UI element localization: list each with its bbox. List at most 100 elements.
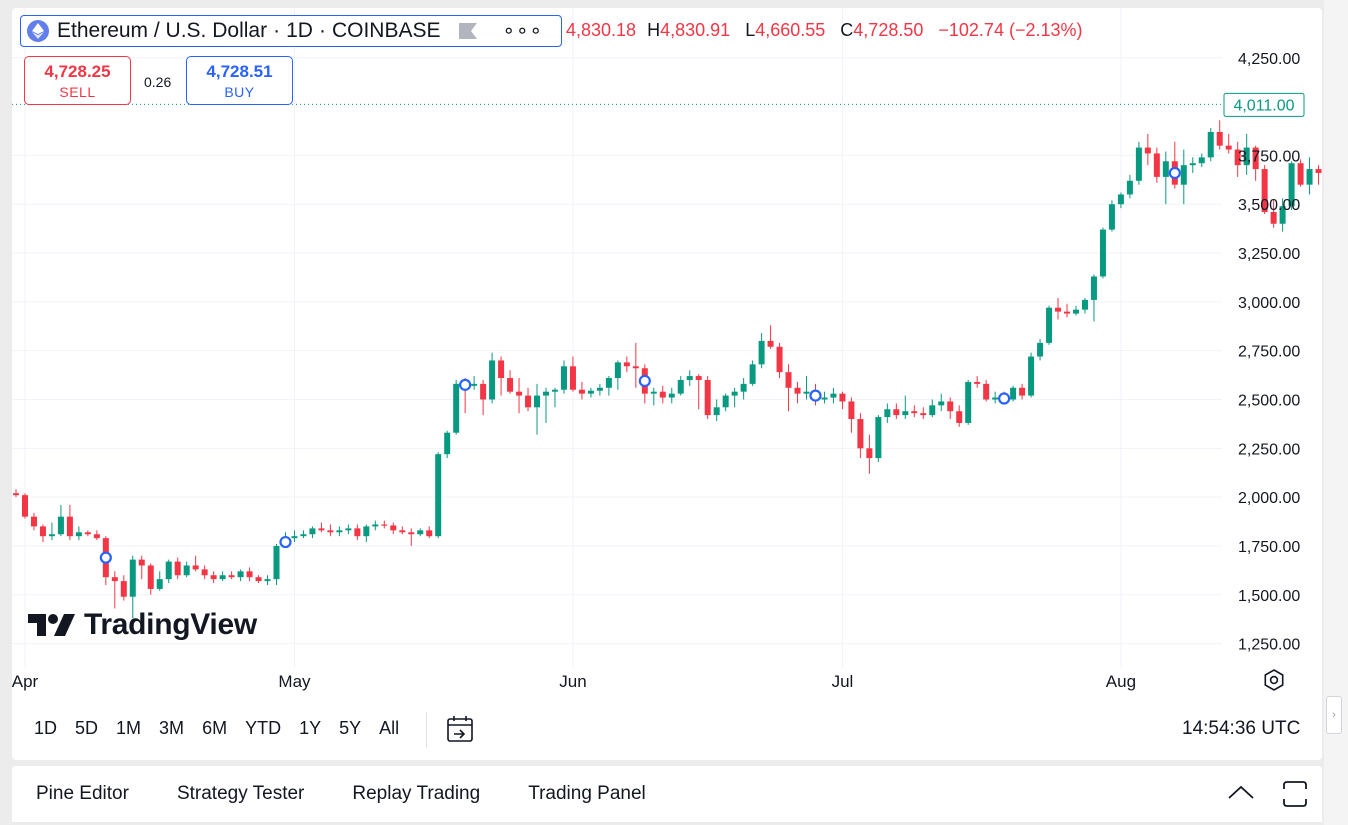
candle[interactable]	[1117, 192, 1124, 209]
candle[interactable]	[399, 526, 406, 535]
candle[interactable]	[821, 391, 828, 404]
candle[interactable]	[947, 397, 954, 420]
candle[interactable]	[893, 403, 900, 420]
candle[interactable]	[192, 555, 199, 572]
candle[interactable]	[516, 378, 523, 414]
candle[interactable]	[57, 504, 64, 537]
candle[interactable]	[1090, 274, 1097, 322]
candle[interactable]	[938, 393, 945, 412]
candle[interactable]	[534, 383, 541, 435]
chart-settings-icon[interactable]	[1263, 669, 1285, 691]
utc-clock[interactable]: 14:54:36 UTC	[1182, 718, 1301, 739]
event-marker[interactable]	[99, 551, 112, 564]
candle[interactable]	[650, 387, 657, 406]
candle[interactable]	[1072, 305, 1079, 316]
candle[interactable]	[525, 387, 532, 412]
candle[interactable]	[1037, 338, 1044, 361]
timeframe-1d[interactable]: 1D	[34, 718, 58, 738]
candle[interactable]	[1064, 303, 1071, 318]
candle[interactable]	[39, 524, 46, 543]
candle[interactable]	[183, 561, 190, 578]
candle[interactable]	[48, 522, 55, 541]
candle[interactable]	[138, 555, 145, 580]
candlestick-chart[interactable]: 4,250.00 3,750.00 3,500.00 3,250.00 3,000.00…	[12, 8, 1322, 708]
candle[interactable]	[992, 391, 999, 404]
candle[interactable]	[659, 385, 666, 404]
tab-trading-panel[interactable]: Trading Panel	[528, 783, 646, 804]
candle[interactable]	[228, 571, 235, 580]
candle[interactable]	[614, 360, 621, 390]
candle[interactable]	[1153, 147, 1160, 183]
candle[interactable]	[84, 530, 91, 537]
candle[interactable]	[587, 387, 594, 398]
candle[interactable]	[489, 352, 496, 404]
candle[interactable]	[1081, 297, 1088, 314]
candle[interactable]	[156, 571, 163, 591]
candle[interactable]	[1207, 128, 1214, 162]
timeframe-3m[interactable]: 3M	[159, 718, 185, 738]
candle[interactable]	[507, 370, 514, 394]
candle[interactable]	[300, 530, 307, 539]
candle[interactable]	[237, 569, 244, 582]
candle[interactable]	[444, 430, 451, 459]
candle[interactable]	[66, 504, 73, 541]
candle[interactable]	[174, 557, 181, 580]
chevron-right-icon[interactable]: ›	[1326, 696, 1342, 734]
candle[interactable]	[776, 342, 783, 379]
candle[interactable]	[1135, 141, 1142, 185]
candle[interactable]	[677, 376, 684, 396]
candle[interactable]	[1243, 133, 1250, 175]
candle[interactable]	[453, 379, 460, 435]
candle[interactable]	[1297, 159, 1304, 187]
candle[interactable]	[803, 376, 810, 400]
candle[interactable]	[147, 563, 154, 595]
timeframe-6m[interactable]: 6M	[202, 718, 228, 738]
timeframe-1y[interactable]: 1Y	[299, 718, 322, 738]
candle[interactable]	[165, 559, 172, 584]
timeframe-5d[interactable]: 5D	[75, 718, 99, 738]
candle[interactable]	[1288, 161, 1295, 211]
more-options-icon[interactable]: ∘∘∘	[502, 20, 544, 42]
timeframe-all[interactable]: All	[379, 718, 400, 738]
candle[interactable]	[1216, 120, 1223, 150]
candle[interactable]	[111, 571, 118, 609]
candle[interactable]	[794, 381, 801, 404]
timeframe-1m[interactable]: 1M	[116, 718, 142, 738]
event-marker[interactable]	[809, 389, 822, 402]
candle[interactable]	[246, 567, 253, 582]
candle[interactable]	[578, 381, 585, 400]
candle[interactable]	[75, 526, 82, 541]
candle[interactable]	[1046, 305, 1053, 345]
candle[interactable]	[426, 526, 433, 539]
candle[interactable]	[471, 376, 478, 390]
candle[interactable]	[13, 489, 19, 498]
event-marker[interactable]	[279, 535, 292, 549]
candle[interactable]	[713, 399, 720, 421]
candle[interactable]	[381, 520, 388, 529]
candle[interactable]	[911, 405, 918, 418]
candle[interactable]	[372, 520, 379, 531]
candle[interactable]	[435, 452, 442, 539]
candle[interactable]	[704, 376, 711, 420]
event-marker[interactable]	[638, 374, 651, 388]
candle[interactable]	[1010, 385, 1017, 402]
candle[interactable]	[839, 391, 846, 410]
candle[interactable]	[551, 387, 558, 408]
candle[interactable]	[1108, 200, 1115, 232]
candle[interactable]	[722, 393, 729, 412]
candle[interactable]	[1225, 133, 1232, 154]
candle[interactable]	[1126, 174, 1133, 199]
candle[interactable]	[354, 524, 361, 541]
maximize-icon[interactable]	[1282, 780, 1308, 808]
candle[interactable]	[390, 522, 397, 535]
date-range-icon[interactable]	[445, 714, 475, 744]
event-marker[interactable]	[459, 378, 472, 391]
candle[interactable]	[695, 374, 702, 410]
candle[interactable]	[686, 370, 693, 386]
candle[interactable]	[30, 512, 37, 531]
candle[interactable]	[749, 360, 756, 386]
candle[interactable]	[668, 387, 675, 404]
candle[interactable]	[309, 526, 316, 539]
candle[interactable]	[857, 413, 864, 459]
candle[interactable]	[1028, 352, 1035, 398]
